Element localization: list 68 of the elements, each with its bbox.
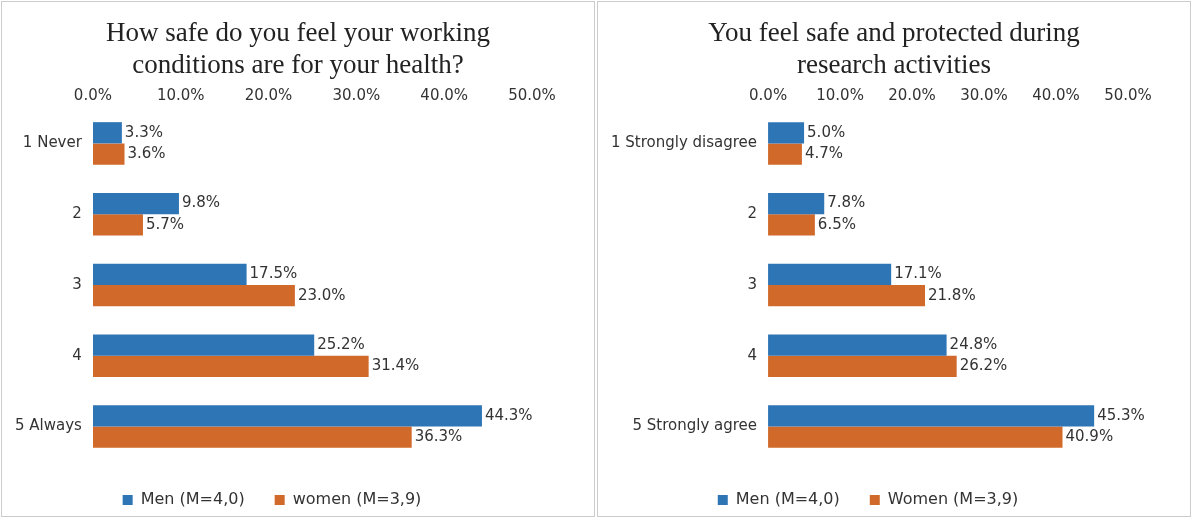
bar [768,263,892,285]
data-label: 7.8% [827,193,866,212]
data-label: 17.5% [249,264,298,283]
y-tick-label: 1 Never [22,133,83,152]
data-label: 44.3% [484,405,533,424]
chart-title: You feel safe and protected during research activities [707,16,1081,81]
bar [768,122,805,144]
chart-title: How safe do you feel your working conditions are for your health? [105,16,491,81]
bar [768,143,802,165]
data-label: 21.8% [928,285,976,304]
data-label: 40.9% [1065,427,1114,446]
bar [92,143,125,165]
x-tick-label: 20.0% [888,85,936,104]
y-tick-label: 2 [747,204,758,223]
data-label: 4.7% [804,143,844,162]
legend-label: Men (M=4,0) [140,489,245,509]
data-label: 26.2% [959,356,1008,375]
bar [768,355,957,378]
x-tick-label: 0.0% [73,85,112,104]
y-tick-label: 4 [72,345,82,364]
data-label: 24.8% [949,335,998,354]
y-tick-label: 3 [747,274,758,293]
data-label: 25.2% [317,335,365,354]
x-tick-label: 10.0% [156,85,205,104]
data-label: 45.3% [1097,405,1145,424]
data-label: 5.0% [807,122,846,141]
bar [92,122,122,144]
data-label: 3.6% [127,143,166,162]
data-label: 6.5% [817,214,856,233]
bar [92,355,369,378]
bar [92,214,143,236]
bar [92,263,247,285]
x-tick-label: 30.0% [960,85,1008,104]
y-tick-label: 2 [72,204,82,223]
y-tick-label: 4 [747,345,758,364]
x-tick-label: 40.0% [1032,85,1080,104]
data-label: 5.7% [145,214,185,233]
y-tick-label: 3 [72,274,82,293]
bar [92,285,295,307]
x-tick-label: 0.0% [749,85,788,104]
x-tick-label: 30.0% [332,85,381,104]
data-label: 36.3% [414,427,463,446]
bar [768,405,1095,427]
data-label: 3.3% [124,122,163,141]
bar [768,214,815,236]
legend-label: Men (M=4,0) [735,489,840,509]
x-tick-label: 50.0% [1104,85,1152,104]
x-tick-label: 20.0% [244,85,293,104]
bar [768,192,825,215]
bar [768,285,926,307]
legend-label: women (M=3,9) [292,489,422,509]
x-tick-label: 50.0% [508,85,556,104]
y-tick-label: 5 Always [14,416,83,435]
legend-label: Women (M=3,9) [887,489,1019,509]
bar [768,426,1063,448]
bar [92,334,315,356]
data-label: 9.8% [181,193,221,212]
bar [768,334,947,356]
y-tick-label: 1 Strongly disagree [610,133,758,152]
bar [92,426,412,448]
data-label: 31.4% [371,356,420,375]
y-tick-label: 5 Strongly agree [632,416,758,435]
data-label: 23.0% [297,285,346,304]
bar [92,192,179,215]
x-tick-label: 40.0% [420,85,469,104]
bar [92,405,482,427]
data-label: 17.1% [894,264,942,283]
x-tick-label: 10.0% [816,85,864,104]
